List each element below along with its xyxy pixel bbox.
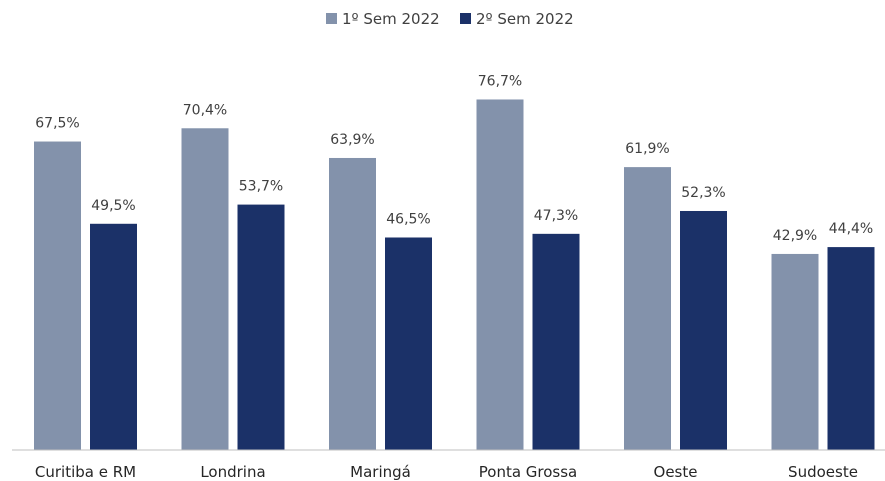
bar-sudoeste-series-2 bbox=[827, 247, 875, 450]
data-label-londrina-series-2: 53,7% bbox=[239, 179, 283, 195]
bar-maringa-series-2 bbox=[385, 237, 432, 450]
data-label-oeste-series-2: 52,3% bbox=[681, 185, 725, 201]
bar-sudoeste-series-1 bbox=[771, 253, 819, 450]
legend-label-2-sem-2022: 2º Sem 2022 bbox=[476, 10, 574, 28]
data-label-sudoeste-series-1: 42,9% bbox=[773, 228, 817, 244]
category-label-londrina: Londrina bbox=[200, 463, 265, 481]
bar-ponta-grossa-series-1 bbox=[476, 99, 524, 450]
category-labels: Curitiba e RM Londrina Maringá Ponta Grossa… bbox=[35, 463, 858, 481]
data-label-ponta-grossa-series-2: 47,3% bbox=[534, 208, 578, 224]
bar-curitiba-e-rm-series-1 bbox=[34, 141, 81, 450]
data-label-maringa-series-1: 63,9% bbox=[330, 132, 374, 148]
bar-ponta-grossa-series-2 bbox=[532, 233, 580, 450]
legend-label-1-sem-2022: 1º Sem 2022 bbox=[342, 10, 440, 28]
category-label-maringa: Maringá bbox=[350, 463, 411, 481]
data-label-curitiba-e-rm-series-1: 67,5% bbox=[35, 116, 79, 132]
data-label-sudoeste-series-2: 44,4% bbox=[829, 221, 873, 237]
bar-londrina-series-1 bbox=[181, 128, 229, 450]
bar-maringa-series-1 bbox=[329, 157, 376, 451]
category-label-curitiba-e-rm: Curitiba e RM bbox=[35, 463, 136, 481]
bar-curitiba-e-rm-series-2 bbox=[90, 223, 137, 450]
data-label-ponta-grossa-series-1: 76,7% bbox=[478, 73, 522, 89]
category-label-oeste: Oeste bbox=[654, 463, 698, 481]
bar-oeste-series-1 bbox=[624, 167, 671, 450]
data-label-maringa-series-2: 46,5% bbox=[386, 211, 430, 227]
data-label-oeste-series-1: 61,9% bbox=[625, 141, 669, 157]
bar-londrina-series-2 bbox=[237, 204, 285, 450]
data-label-curitiba-e-rm-series-2: 49,5% bbox=[91, 198, 135, 214]
legend-swatch-2-sem-2022 bbox=[460, 13, 471, 24]
category-label-ponta-grossa: Ponta Grossa bbox=[479, 463, 578, 481]
legend-swatch-1-sem-2022 bbox=[326, 13, 337, 24]
bars-layer bbox=[34, 99, 875, 451]
category-label-sudoeste: Sudoeste bbox=[788, 463, 858, 481]
legend: 1º Sem 2022 2º Sem 2022 bbox=[326, 10, 574, 28]
data-labels-layer: 67,5% 49,5% 70,4% 53,7% 63,9% 46,5% 76,7% 47,3%… bbox=[35, 73, 873, 243]
bar-oeste-series-2 bbox=[680, 210, 727, 450]
data-label-londrina-series-1: 70,4% bbox=[183, 102, 227, 118]
